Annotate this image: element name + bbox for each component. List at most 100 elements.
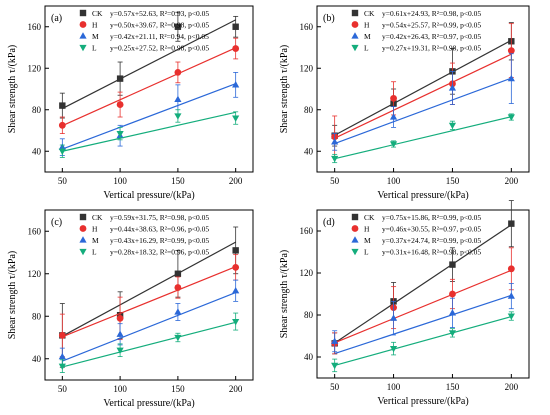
x-axis-label: Vertical pressure/(kPa) [103, 398, 194, 409]
data-point-m [116, 330, 124, 337]
legend-series-name: L [92, 248, 97, 257]
fit-line-m [62, 292, 236, 362]
legend-series-name: H [92, 21, 98, 30]
legend-series-name: CK [92, 9, 103, 18]
data-point-h [174, 69, 182, 76]
legend-equation: y=0.50x+39.67, R²=0.98, p<0.05 [110, 21, 209, 30]
legend-series-name: L [364, 248, 369, 257]
x-axis-label: Vertical pressure/(kPa) [103, 190, 194, 201]
y-tick-label: 40 [304, 352, 314, 362]
y-axis-label: Shear strength τ/(kPa) [7, 251, 18, 339]
legend-series-name: CK [92, 213, 103, 222]
legend-marker-m [79, 236, 87, 243]
y-tick-label: 40 [32, 146, 42, 156]
y-tick-label: 40 [304, 146, 314, 156]
panel-label: (c) [51, 217, 62, 228]
x-tick-label: 200 [505, 176, 519, 186]
data-point-h [174, 284, 182, 291]
fit-line-ck [334, 39, 512, 136]
fit-line-ck [62, 19, 236, 110]
x-tick-label: 150 [171, 384, 185, 394]
legend-marker-l [351, 248, 359, 256]
data-point-h [116, 101, 124, 108]
x-tick-label: 50 [330, 382, 340, 392]
y-tick-label: 120 [28, 63, 42, 73]
data-point-ck [59, 102, 66, 109]
y-tick-label: 80 [32, 105, 42, 115]
data-point-m [448, 309, 457, 316]
data-point-l [116, 347, 124, 355]
data-point-l [331, 155, 339, 163]
data-point-l [507, 114, 515, 121]
y-axis-label: Shear strength τ/(kPa) [7, 45, 18, 133]
y-tick-label: 160 [300, 22, 314, 32]
x-axis-label: Vertical pressure/(kPa) [377, 190, 468, 201]
legend-equation: y=0.61x+24.93, R²=0.98, p<0.05 [382, 9, 481, 18]
fit-line-h [334, 269, 512, 344]
legend-marker-ck [351, 9, 359, 17]
legend-marker-h [351, 21, 359, 28]
series-ck: CK y=0.57x+52.63, R²=0.93, p<0.05 [59, 9, 239, 119]
panel-label: (b) [323, 13, 335, 24]
data-point-m [58, 352, 66, 360]
x-tick-label: 100 [113, 384, 127, 394]
panel-label: (a) [51, 13, 62, 24]
data-point-ck [174, 270, 182, 277]
data-point-h [58, 331, 66, 339]
legend-marker-l [79, 248, 87, 256]
legend-marker-l [79, 44, 87, 52]
data-point-m [389, 314, 398, 321]
x-tick-label: 150 [446, 176, 460, 186]
legend-series-name: L [92, 44, 97, 53]
legend-equation: y=0.37x+24.74, R²=0.99, p<0.05 [382, 236, 481, 245]
panel-label: (d) [323, 217, 335, 228]
legend-equation: y=0.54x+25.57, R²=0.99, p<0.05 [382, 21, 481, 30]
x-axis-label: Vertical pressure/(kPa) [377, 396, 468, 407]
plot-frame [316, 209, 530, 379]
legend-equation: y=0.44x+38.63, R²=0.96, p<0.05 [110, 225, 209, 234]
panel-a: 50 100 150 200 40 80 120 160 Vertical pressure/(… [7, 5, 254, 201]
legend-equation: y=0.27x+19.31, R²=0.98, p<0.05 [382, 44, 481, 53]
legend-equation: y=0.42x+26.43, R²=0.97, p<0.05 [382, 32, 481, 41]
panel-b: 50 100 150 200 40 80 120 160 Vertical pressure/(… [279, 5, 530, 201]
series-ck: CK y=0.61x+24.93, R²=0.98, p<0.05 [331, 9, 515, 147]
plot-frame [316, 5, 530, 173]
y-tick-label: 80 [304, 105, 314, 115]
legend-marker-l [351, 44, 359, 52]
fit-line-l [62, 111, 236, 152]
data-point-l [58, 148, 66, 156]
legend-equation: y=0.42x+21.11, R²=0.94, p<0.05 [110, 32, 209, 41]
legend-marker-ck [79, 213, 87, 221]
x-tick-label: 200 [229, 176, 243, 186]
data-point-h [116, 314, 124, 322]
legend-series-name: CK [364, 213, 375, 222]
fit-line-l [62, 321, 236, 368]
legend-equation: y=0.57x+52.63, R²=0.93, p<0.05 [110, 9, 209, 18]
y-axis-label: Shear strength τ/(kPa) [279, 250, 290, 338]
x-tick-label: 100 [113, 176, 127, 186]
legend-marker-m [351, 32, 359, 39]
legend-series-name: CK [364, 9, 375, 18]
legend-series-name: M [364, 236, 371, 245]
data-point-l [448, 122, 457, 130]
legend-marker-ck [351, 213, 359, 221]
legend-series-name: M [92, 236, 99, 245]
data-point-m [174, 308, 182, 315]
data-point-ck [174, 23, 182, 30]
legend-equation: y=0.28x+18.32, R²=0.96, p<0.05 [110, 248, 209, 257]
fit-line-h [62, 266, 236, 338]
data-point-l [448, 330, 457, 337]
legend-equation: y=0.59x+31.75, R²=0.98, p<0.05 [110, 213, 209, 222]
legend-marker-h [351, 225, 359, 232]
legend-equation: y=0.31x+16.48, R²=0.98, p<0.05 [382, 248, 481, 257]
data-point-m [448, 84, 457, 91]
y-tick-label: 120 [28, 269, 42, 279]
